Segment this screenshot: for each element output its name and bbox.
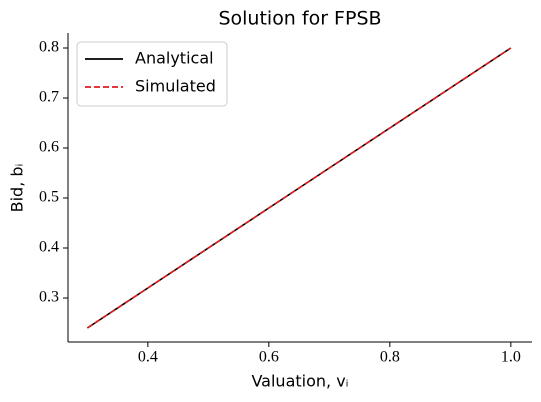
x-tick-label: 1.0: [501, 349, 521, 366]
y-tick-label: 0.5: [39, 189, 59, 206]
x-tick-label: 0.8: [380, 349, 400, 366]
y-tick-label: 0.6: [39, 139, 59, 156]
x-axis-label: Valuation, vᵢ: [251, 372, 348, 391]
legend-frame: [76, 41, 228, 107]
chart-title: Solution for FPSB: [218, 8, 381, 30]
legend-label: Analytical: [135, 49, 214, 68]
y-tick-label: 0.7: [39, 89, 59, 106]
x-tick-label: 0.4: [138, 349, 158, 366]
legend-label: Simulated: [135, 77, 216, 96]
y-tick-label: 0.4: [39, 239, 59, 256]
y-tick-label: 0.3: [39, 289, 59, 306]
line-series: [86, 47, 512, 329]
y-tick-label: 0.8: [39, 39, 59, 56]
y-axis-label: Bid, bᵢ: [8, 164, 27, 213]
x-tick-label: 0.6: [259, 349, 279, 366]
